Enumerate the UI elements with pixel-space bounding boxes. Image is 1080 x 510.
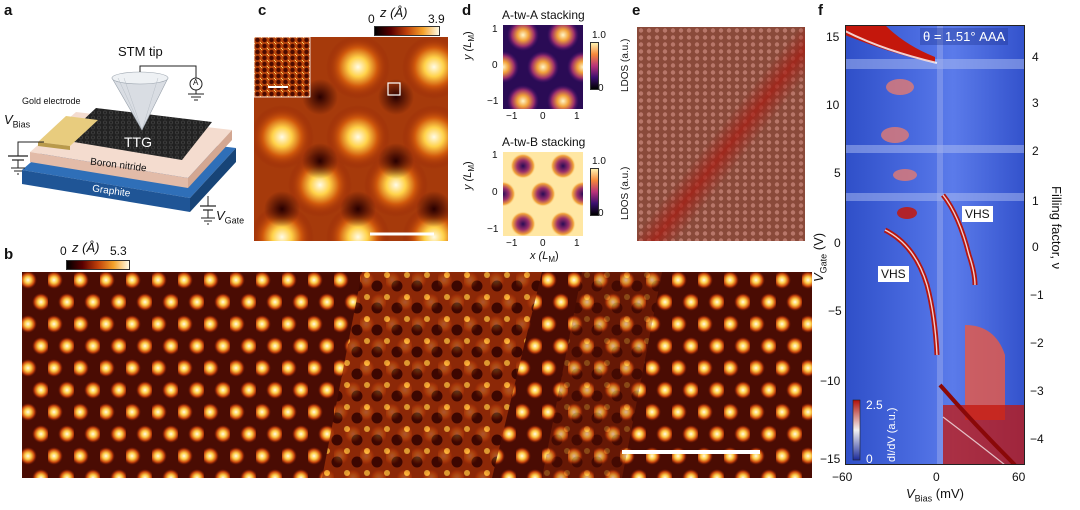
f-cb-max: 2.5 [866,398,883,412]
d-top-cb-min: 0 [598,83,604,94]
d-top-ytick-1: 1 [492,24,498,35]
d-bottom-ylabel: y (LM) [462,161,477,190]
f-top-band [845,25,935,63]
device-schematic [8,65,236,225]
f-theta-label: θ = 1.51° AAA [920,28,1009,45]
f-rtick-6: −2 [1030,336,1044,350]
f-right-label: Filling factor, ν [1049,186,1064,270]
d-top-ylabel: y (LM) [462,31,477,60]
e-moire-image [637,27,805,241]
c-inset-region-box [387,82,401,96]
b-domain-region [322,272,542,478]
panel-b-letter: b [4,246,14,263]
d-bottom-colorbar [590,168,599,216]
d-bottom-cb-min: 0 [598,208,604,219]
v-gate-label: VGate [216,208,245,226]
f-rtick-0: 4 [1032,50,1039,64]
f-ytick-4: −5 [828,304,842,318]
d-top-ldos-map [503,25,583,109]
b-colorbar-label: z (Å) [72,240,100,255]
d-top-xtick-2: 0 [540,111,546,122]
f-xtick-1: 0 [933,470,940,484]
v-bias-label: VBias [4,112,31,130]
d-top-xtick-3: 1 [574,111,580,122]
d-bottom-ldos-map [503,152,583,236]
c-topography-image [254,37,448,241]
f-ytick-0: 15 [826,30,840,44]
d-bottom-ytick-2: 0 [492,187,498,198]
f-rtick-3: 1 [1032,194,1039,208]
f-cb-min: 0 [866,452,873,466]
d-top-cb-label: LDOS (a.u.) [620,38,631,92]
f-rtick-5: −1 [1030,288,1044,302]
f-ytick-5: −10 [820,374,841,388]
f-rtick-8: −4 [1030,432,1044,446]
b-colorbar-min: 0 [60,244,67,258]
d-bottom-xlabel: x (LM) [530,250,559,265]
c-colorbar-max: 3.9 [428,12,445,26]
d-top-xtick-1: −1 [506,111,518,122]
d-bottom-xtick-1: −1 [506,238,518,249]
panel-e-letter: e [632,2,641,19]
b-large-topography-image [22,272,812,478]
f-xtick-0: −60 [832,470,853,484]
f-ylabel: VGate (V) [811,232,829,282]
f-rtick-1: 3 [1032,96,1039,110]
b-colorbar-max: 5.3 [110,244,127,258]
f-rtick-4: 0 [1032,240,1039,254]
d-bottom-ytick-3: −1 [487,224,499,235]
f-ytick-6: −15 [820,452,841,466]
d-top-cb-max: 1.0 [592,30,606,41]
c-moire-spots [254,37,448,241]
d-bottom-title: A-tw-B stacking [502,135,586,149]
d-top-ytick-3: −1 [487,96,499,107]
f-vhs-upper: VHS [962,206,993,222]
panel-c-letter: c [258,2,267,19]
ammeter-label: A [193,78,199,87]
d-bottom-cb-max: 1.0 [592,156,606,167]
c-colorbar [374,26,440,36]
f-xtick-2: 60 [1012,470,1026,484]
d-top-colorbar [590,42,599,90]
f-ytick-3: 0 [834,236,841,250]
d-bottom-xtick-3: 1 [574,238,580,249]
f-rtick-2: 2 [1032,144,1039,158]
f-cb-label: dI/dV (a.u.) [886,407,898,462]
f-colorbar [852,399,861,461]
gold-electrode [38,116,98,146]
panel-f-letter: f [818,2,823,19]
d-top-title: A-tw-A stacking [502,8,585,22]
f-vhs-lower: VHS [878,266,909,282]
panel-d-letter: d [462,2,472,19]
panel-a-letter: a [4,2,13,19]
stm-tip-label: STM tip [118,44,163,59]
f-didv-map [845,25,1025,465]
ttg-label: TTG [124,134,152,150]
d-bottom-ytick-1: 1 [492,150,498,161]
c-colorbar-label: z (Å) [380,5,408,20]
b-colorbar [66,260,130,270]
f-ytick-1: 10 [826,98,840,112]
d-bottom-cb-label: LDOS (a.u.) [620,166,631,220]
f-xlabel: VBias (mV) [906,486,964,504]
c-colorbar-min: 0 [368,12,375,26]
gold-electrode-label: Gold electrode [22,96,81,106]
d-bottom-xtick-2: 0 [540,238,546,249]
f-ytick-2: 5 [834,166,841,180]
f-rtick-7: −3 [1030,384,1044,398]
d-top-ytick-2: 0 [492,60,498,71]
